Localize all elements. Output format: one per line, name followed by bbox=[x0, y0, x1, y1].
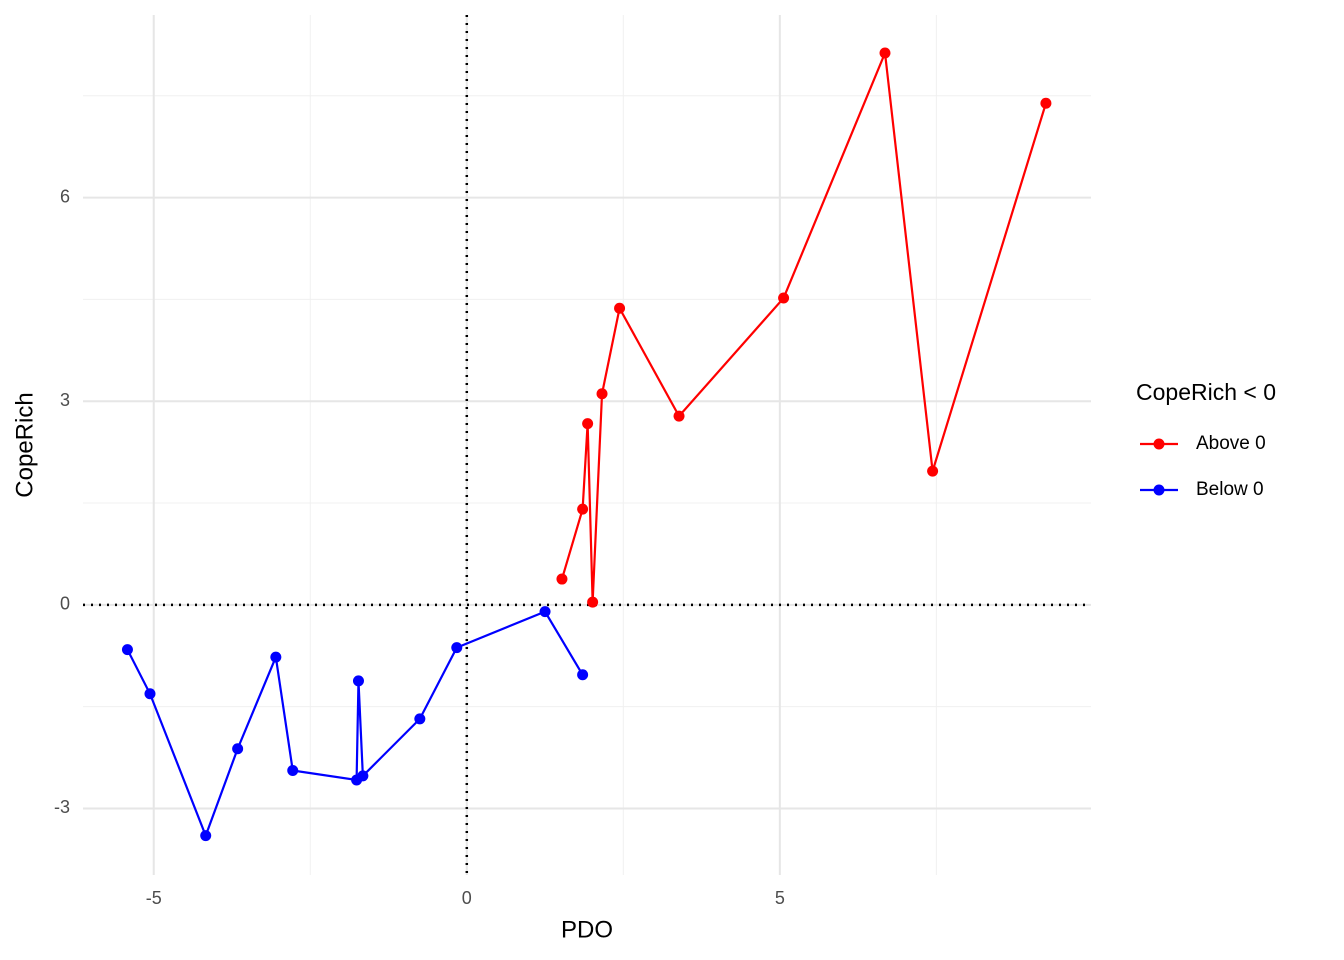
x-tick-label: -5 bbox=[146, 888, 162, 908]
legend-key bbox=[1153, 438, 1165, 450]
data-point bbox=[357, 770, 369, 782]
x-tick-label: 0 bbox=[462, 888, 472, 908]
data-point bbox=[200, 830, 212, 842]
data-point bbox=[287, 764, 299, 776]
data-point bbox=[596, 388, 608, 400]
data-point bbox=[1040, 97, 1052, 109]
legend-label: Above 0 bbox=[1196, 433, 1266, 454]
y-tick-label: 0 bbox=[60, 594, 70, 614]
x-tick-label: 5 bbox=[775, 888, 785, 908]
y-tick-label: 3 bbox=[60, 390, 70, 410]
data-point bbox=[673, 410, 685, 422]
data-point bbox=[778, 292, 790, 304]
data-point bbox=[539, 606, 551, 618]
data-point bbox=[927, 465, 939, 477]
series-line bbox=[126, 610, 584, 839]
data-point bbox=[121, 644, 133, 656]
data-point bbox=[414, 713, 426, 725]
data-point bbox=[577, 503, 589, 515]
legend-title: CopeRich < 0 bbox=[1136, 379, 1276, 405]
data-point bbox=[614, 302, 626, 314]
data-point bbox=[352, 675, 364, 687]
data-point bbox=[144, 688, 156, 700]
series-line bbox=[560, 48, 1047, 603]
data-point bbox=[232, 743, 244, 755]
data-point bbox=[270, 651, 282, 663]
data-point bbox=[451, 642, 463, 654]
y-axis-title: CopeRich bbox=[11, 392, 38, 497]
data-point bbox=[577, 669, 589, 681]
legend-label: Below 0 bbox=[1196, 479, 1264, 500]
legend-key bbox=[1153, 484, 1165, 496]
data-point bbox=[587, 596, 599, 608]
data-point bbox=[879, 47, 891, 59]
y-tick-label: 6 bbox=[60, 186, 70, 206]
x-axis-title: PDO bbox=[561, 916, 613, 943]
y-tick-label: -3 bbox=[54, 797, 70, 817]
data-point bbox=[582, 418, 594, 430]
data-point bbox=[556, 573, 568, 585]
